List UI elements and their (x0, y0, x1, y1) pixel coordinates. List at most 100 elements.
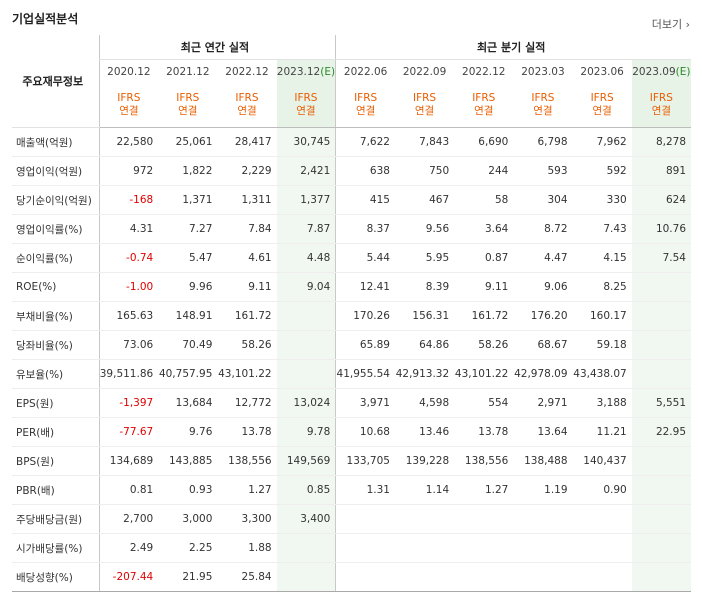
table-cell: 22,580 (98, 127, 159, 157)
table-cell: 6,690 (454, 127, 514, 157)
table-cell: 28,417 (217, 127, 277, 157)
table-cell: 138,488 (513, 446, 573, 476)
table-cell (631, 446, 691, 476)
table-cell: 73.06 (98, 330, 159, 360)
row-label: 주당배당금(원) (12, 504, 100, 534)
table-cell: 2.25 (158, 533, 218, 563)
table-cell: 9.11 (454, 272, 514, 302)
period-label: 2022.09 (402, 65, 447, 78)
table-cell: 68.67 (513, 330, 573, 360)
section-title: 기업실적분석 (12, 12, 79, 26)
table-cell: 5.95 (394, 243, 455, 273)
row-label-header: 주요재무정보 (12, 35, 100, 128)
table-cell: 9.06 (513, 272, 573, 302)
ifrs-basis-header: IFRS 연결 (631, 83, 691, 128)
basis-label: 연결 (296, 105, 316, 117)
table-row: 시가배당률(%) 2.49 2.25 1.88 (12, 533, 691, 563)
table-cell: 160.17 (572, 301, 632, 331)
table-cell: 4.47 (513, 243, 573, 273)
basis-label: 연결 (178, 105, 198, 117)
table-cell (513, 504, 573, 534)
table-cell: 1.27 (454, 475, 514, 505)
period-label: 2020.12 (107, 65, 151, 78)
table-cell: 9.78 (276, 417, 336, 447)
table-cell: 624 (631, 185, 691, 215)
table-cell: -168 (98, 185, 159, 215)
table-row: 유보율(%) 39,511.86 40,757.95 43,101.22 41,955.… (12, 359, 691, 389)
ifrs-basis-header: IFRS 연결 (513, 83, 573, 128)
ifrs-basis-header: IFRS 연결 (454, 83, 514, 128)
table-cell (631, 504, 691, 534)
ifrs-basis-header: IFRS 연결 (158, 83, 218, 128)
table-cell: 149,569 (276, 446, 336, 476)
table-cell: 64.86 (394, 330, 455, 360)
table-cell: 2,700 (98, 504, 159, 534)
table-cell (572, 533, 632, 563)
table-cell: 2,971 (513, 388, 573, 418)
table-cell: 40,757.95 (158, 359, 218, 389)
table-cell (394, 504, 455, 534)
table-cell: 1,311 (217, 185, 277, 215)
ifrs-label: IFRS (354, 92, 378, 104)
table-row: 당좌비율(%) 73.06 70.49 58.26 65.89 64.86 58.26 68.… (12, 330, 691, 360)
table-cell: 7.54 (631, 243, 691, 273)
ifrs-basis-header: IFRS 연결 (98, 83, 159, 128)
table-cell (335, 562, 395, 592)
table-cell: 13,024 (276, 388, 336, 418)
table-cell: 7,843 (394, 127, 455, 157)
table-cell: 7.27 (158, 214, 218, 244)
table-cell (276, 562, 336, 592)
table-cell: 13.78 (217, 417, 277, 447)
table-cell: 12,772 (217, 388, 277, 418)
table-cell: 161.72 (454, 301, 514, 331)
table-cell: 9.04 (276, 272, 336, 302)
more-link[interactable]: 더보기 › (652, 16, 690, 32)
table-cell (513, 533, 573, 563)
table-row: PBR(배) 0.81 0.93 1.27 0.85 1.31 1.14 1.27 1.19 0.… (12, 475, 691, 505)
table-cell: 592 (572, 156, 632, 186)
table-cell: -0.74 (98, 243, 159, 273)
table-cell (631, 562, 691, 592)
more-link-label: 더보기 (651, 18, 683, 31)
table-row: 당기순이익(억원) -168 1,371 1,311 1,377 415 467 58 304 3… (12, 185, 691, 215)
table-cell: 1.31 (335, 475, 395, 505)
table-cell: 58.26 (217, 330, 277, 360)
period-label: 2021.12 (166, 65, 210, 78)
table-cell (513, 562, 573, 592)
table-cell: 3,000 (158, 504, 218, 534)
table-cell: 13.46 (394, 417, 455, 447)
table-cell: 9.96 (158, 272, 218, 302)
period-header: 2022.12 (454, 60, 513, 84)
table-row: PER(배) -77.67 9.76 13.78 9.78 10.68 13.46 13.78… (12, 417, 691, 447)
row-label: 유보율(%) (12, 359, 100, 389)
row-label: 당기순이익(억원) (12, 185, 100, 215)
row-label: 매출액(억원) (12, 127, 100, 157)
table-cell: 750 (394, 156, 455, 186)
estimate-mark: (E) (675, 65, 691, 78)
table-row: BPS(원) 134,689 143,885 138,556 149,569 133,70… (12, 446, 691, 476)
period-header: 2023.09(E) (631, 59, 691, 83)
table-cell: 8.25 (572, 272, 632, 302)
table-cell: 42,978.09 (513, 359, 573, 389)
ifrs-label: IFRS (413, 92, 437, 104)
table-cell: 1,371 (158, 185, 218, 215)
table-cell: 133,705 (335, 446, 395, 476)
row-label: PER(배) (12, 417, 100, 447)
table-cell: 138,556 (217, 446, 277, 476)
row-label: ROE(%) (12, 272, 100, 302)
table-cell: 8.37 (335, 214, 395, 244)
table-cell: 22.95 (631, 417, 691, 447)
basis-label: 연결 (474, 105, 494, 117)
period-label: 2022.12 (462, 65, 506, 78)
table-cell: 143,885 (158, 446, 218, 476)
row-label: PBR(배) (12, 475, 100, 505)
table-cell: 30,745 (276, 127, 336, 157)
table-cell: 0.87 (454, 243, 514, 273)
period-label: 2023.06 (580, 65, 624, 78)
ifrs-basis-header: IFRS 연결 (572, 83, 632, 128)
period-header: 2023.03 (513, 60, 572, 84)
table-cell (631, 533, 691, 563)
table-cell: 0.81 (98, 475, 159, 505)
table-cell (631, 301, 691, 331)
basis-label: 연결 (414, 105, 435, 117)
